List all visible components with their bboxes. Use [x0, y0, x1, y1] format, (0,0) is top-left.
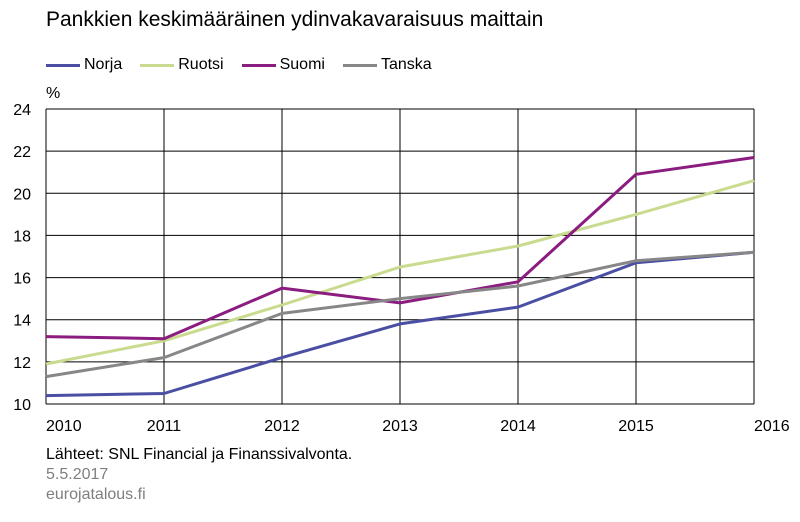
y-tick-label: 18 [13, 228, 31, 245]
legend-item-tanska: Tanska [342, 56, 432, 74]
x-tick-label: 2013 [382, 418, 418, 435]
y-tick-label: 22 [13, 144, 31, 161]
legend-swatch-tanska [342, 63, 377, 67]
y-tick-label: 10 [13, 397, 31, 414]
x-tick-label: 2010 [46, 418, 82, 435]
legend-label-ruotsi: Ruotsi [178, 56, 224, 73]
legend-swatch-suomi [241, 63, 276, 67]
y-tick-label: 24 [13, 102, 31, 119]
source-note: Lähteet: SNL Financial ja Finanssivalvon… [46, 446, 353, 463]
x-tick-label: 2015 [618, 418, 654, 435]
y-tick-label: 16 [13, 271, 31, 288]
series-line-suomi [45, 156, 755, 341]
site-name: eurojatalous.fi [46, 486, 146, 503]
legend-label-tanska: Tanska [380, 56, 432, 73]
series-line-tanska [45, 250, 755, 379]
series-line-ruotsi [45, 179, 755, 366]
legend-swatch-norja [46, 63, 80, 67]
x-tick-label: 2016 [754, 418, 790, 435]
legend-label-suomi: Suomi [279, 56, 325, 73]
legend-swatch-ruotsi [140, 63, 175, 67]
y-tick-label: 20 [13, 186, 31, 203]
legend-item-suomi: Suomi [241, 56, 325, 74]
legend-item-norja: Norja [46, 56, 122, 74]
x-tick-label: 2011 [147, 418, 182, 435]
legend-item-ruotsi: Ruotsi [140, 56, 224, 74]
legend-label-norja: Norja [84, 56, 123, 73]
chart-title: Pankkien keskimääräinen ydinvakavaraisuu… [46, 8, 544, 31]
y-tick-label: 14 [13, 313, 31, 330]
y-unit-label: % [46, 85, 61, 102]
x-tick-label: 2012 [264, 418, 300, 435]
legend: Norja Ruotsi Suomi Tanska [46, 56, 450, 74]
line-chart: 10 12 14 16 18 20 22 24 2010 2011 2012 2013 2014 2015… [13, 102, 790, 435]
y-tick-label: 12 [13, 355, 31, 372]
x-tick-label: 2014 [500, 418, 536, 435]
publish-date: 5.5.2017 [46, 466, 109, 483]
series-line-norja [45, 250, 755, 398]
